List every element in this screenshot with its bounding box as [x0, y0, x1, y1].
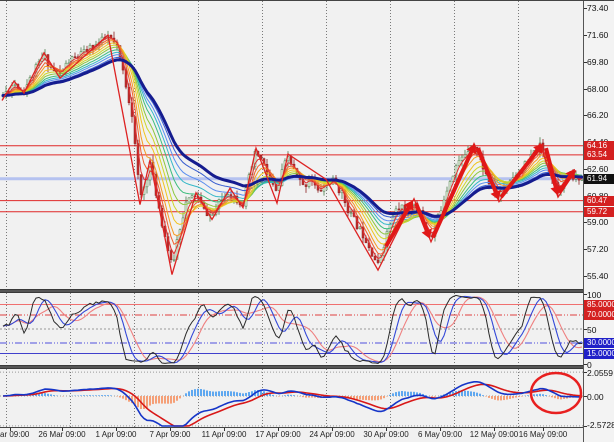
axis-tick	[584, 169, 587, 170]
date-label: 11 Apr 09:00	[201, 430, 247, 439]
macd-tick-label: -2.5728	[587, 420, 614, 430]
axis-tick	[584, 62, 587, 63]
main-chart-panel[interactable]	[0, 1, 583, 289]
date-tick	[278, 428, 279, 431]
price-level-badge: 60.47	[584, 196, 614, 206]
date-label: 16 May 09:00	[518, 430, 568, 439]
axis-tick	[584, 294, 587, 295]
date-label: 26 Mar 09:00	[38, 430, 86, 439]
date-tick	[62, 428, 63, 431]
date-label: 6 May 09:00	[417, 430, 463, 439]
axis-tick	[584, 115, 587, 116]
date-axis-separator	[0, 427, 614, 428]
date-tick	[170, 428, 171, 431]
macd-main-line	[2, 381, 583, 427]
stoch-level-badge: 70.0000	[584, 310, 614, 320]
date-tick	[10, 428, 11, 431]
axis-tick	[584, 396, 587, 397]
stoch-tick-label: 100	[587, 290, 602, 300]
axis-tick	[584, 276, 587, 277]
date-label: 17 Apr 09:00	[255, 430, 301, 439]
panel-separator-2[interactable]	[0, 365, 583, 369]
stoch-level-badge: 30.0000	[584, 338, 614, 348]
axis-tick	[584, 222, 587, 223]
axis-tick	[584, 364, 587, 365]
axis-tick	[584, 426, 587, 427]
candlesticks	[1, 30, 583, 265]
panel-separator-1[interactable]	[0, 289, 583, 293]
axis-tick	[584, 372, 587, 373]
current-price-badge: 61.94	[584, 174, 614, 184]
price-tick-label: 62.60	[587, 164, 609, 174]
price-tick-label: 59.00	[587, 217, 609, 227]
macd-panel[interactable]	[0, 369, 583, 427]
date-tick	[543, 428, 544, 431]
stochastic-panel[interactable]	[0, 293, 583, 365]
price-tick-label: 73.40	[587, 3, 609, 13]
price-level-badge: 64.16	[584, 141, 614, 151]
trend-arrows	[384, 143, 575, 248]
ma-slow-line	[1, 58, 583, 218]
zigzag-line	[1, 33, 577, 275]
horizontal-level-lines	[0, 145, 583, 213]
stoch-main-line	[2, 294, 583, 364]
date-label: 30 Apr 09:00	[363, 430, 409, 439]
date-axis[interactable]: ar 09:00 26 Mar 09:00 1 Apr 09:00 7 Apr 09:…	[0, 428, 583, 442]
date-label: ar 09:00	[0, 430, 30, 439]
date-tick	[386, 428, 387, 431]
price-tick-label: 68.00	[587, 84, 609, 94]
price-level-badge: 63.54	[584, 150, 614, 160]
annotation-ellipse	[529, 371, 583, 415]
price-tick-label: 71.60	[587, 30, 609, 40]
stoch-tick-label: 0	[587, 360, 592, 370]
axis-tick	[584, 35, 587, 36]
stoch-tick-label: 50	[587, 325, 597, 335]
date-label: 12 May 09:00	[469, 430, 519, 439]
price-tick-label: 57.20	[587, 244, 609, 254]
date-label: 7 Apr 09:00	[149, 430, 191, 439]
vertical-gridlines	[6, 369, 519, 427]
price-axis[interactable]: 73.4071.6069.8068.0066.2064.4062.6060.80…	[583, 1, 614, 442]
date-tick	[494, 428, 495, 431]
axis-tick	[584, 89, 587, 90]
stoch-level-badge: 15.0000	[584, 349, 614, 359]
macd-tick-label: 0.00	[587, 392, 604, 402]
price-tick-label: 66.20	[587, 110, 609, 120]
date-label: 24 Apr 09:00	[309, 430, 355, 439]
date-tick	[332, 428, 333, 431]
price-level-badge: 59.72	[584, 207, 614, 217]
vertical-gridlines	[6, 1, 519, 289]
date-tick	[224, 428, 225, 431]
stoch-blue-line	[2, 295, 583, 364]
price-tick-label: 55.40	[587, 271, 609, 281]
date-label: 1 Apr 09:00	[95, 430, 137, 439]
stoch-red-line	[2, 296, 583, 363]
axis-tick	[584, 329, 587, 330]
date-tick	[116, 428, 117, 431]
macd-tick-label: 2.0559	[587, 368, 613, 378]
axis-tick	[584, 8, 587, 9]
date-tick	[440, 428, 441, 431]
stoch-level-badge: 85.0000	[584, 300, 614, 310]
axis-tick	[584, 249, 587, 250]
price-tick-label: 69.80	[587, 57, 609, 67]
